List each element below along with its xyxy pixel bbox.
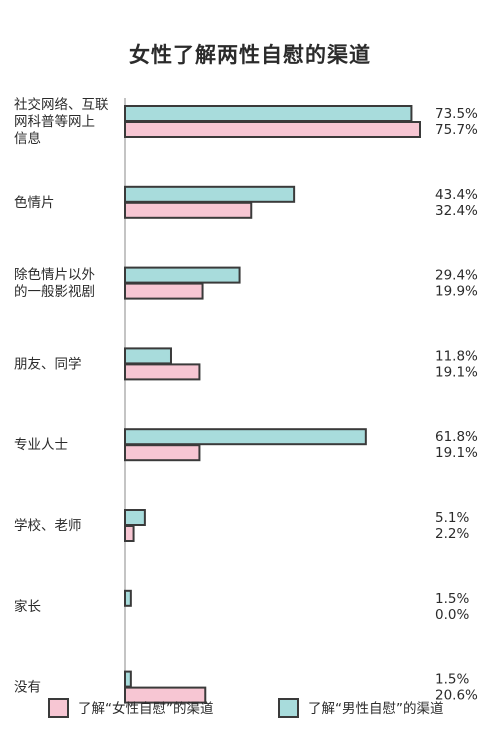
value-label-male: 1.5%	[435, 591, 469, 607]
legend-label-male: 了解“男性自慰”的渠道	[308, 700, 444, 717]
bar-male	[124, 428, 367, 446]
bar-female	[124, 282, 204, 300]
category-label: 社交网络、互联	[14, 96, 109, 113]
category-label: 信息	[14, 130, 41, 147]
value-labels: 73.5%75.7%43.4%32.4%29.4%19.9%11.8%19.1%…	[435, 106, 478, 704]
value-label-male: 43.4%	[435, 187, 478, 203]
value-label-female: 2.2%	[435, 526, 469, 542]
legend-label-female: 了解“女性自慰”的渠道	[78, 700, 214, 717]
category-label: 色情片	[14, 194, 55, 211]
value-label-female: 20.6%	[435, 688, 478, 704]
value-label-female: 32.4%	[435, 203, 478, 219]
value-label-female: 19.1%	[435, 445, 478, 461]
bar-male	[124, 185, 296, 203]
value-label-male: 61.8%	[435, 429, 478, 445]
value-label-male: 73.5%	[435, 106, 478, 122]
bar-female	[124, 686, 207, 704]
category-label: 网科普等网上	[14, 113, 95, 130]
category-label: 家长	[14, 598, 41, 615]
category-label: 学校、老师	[14, 517, 82, 534]
category-label: 除色情片以外	[14, 266, 95, 283]
bar-female	[124, 525, 135, 542]
value-label-male: 1.5%	[435, 672, 469, 688]
bars	[124, 105, 421, 704]
bar-female	[124, 121, 421, 138]
bar-female	[124, 363, 201, 381]
category-labels: 社交网络、互联网科普等网上信息色情片除色情片以外的一般影视剧朋友、同学专业人士学…	[14, 96, 109, 696]
chart-title: 女性了解两性自慰的渠道	[129, 43, 371, 67]
category-label: 朋友、同学	[14, 356, 82, 372]
bar-female	[124, 201, 253, 219]
bar-female	[124, 444, 201, 462]
value-label-male: 29.4%	[435, 268, 478, 284]
value-label-male: 11.8%	[435, 348, 478, 364]
category-label: 没有	[14, 680, 41, 696]
legend-swatch-female	[48, 698, 69, 718]
value-label-female: 0.0%	[435, 607, 469, 623]
legend: 了解“女性自慰”的渠道 了解“男性自慰”的渠道	[48, 698, 444, 718]
value-label-female: 19.1%	[435, 364, 478, 380]
category-label: 专业人士	[14, 437, 68, 453]
value-label-male: 5.1%	[435, 510, 469, 526]
bar-male	[124, 347, 172, 365]
bar-male	[124, 589, 132, 607]
bar-male	[124, 266, 241, 284]
bar-male	[124, 105, 413, 122]
legend-swatch-male	[278, 698, 299, 718]
bar-male	[124, 670, 132, 688]
category-label: 的一般影视剧	[14, 284, 95, 300]
value-label-female: 75.7%	[435, 122, 478, 138]
value-label-female: 19.9%	[435, 284, 478, 300]
bar-male	[124, 509, 146, 526]
